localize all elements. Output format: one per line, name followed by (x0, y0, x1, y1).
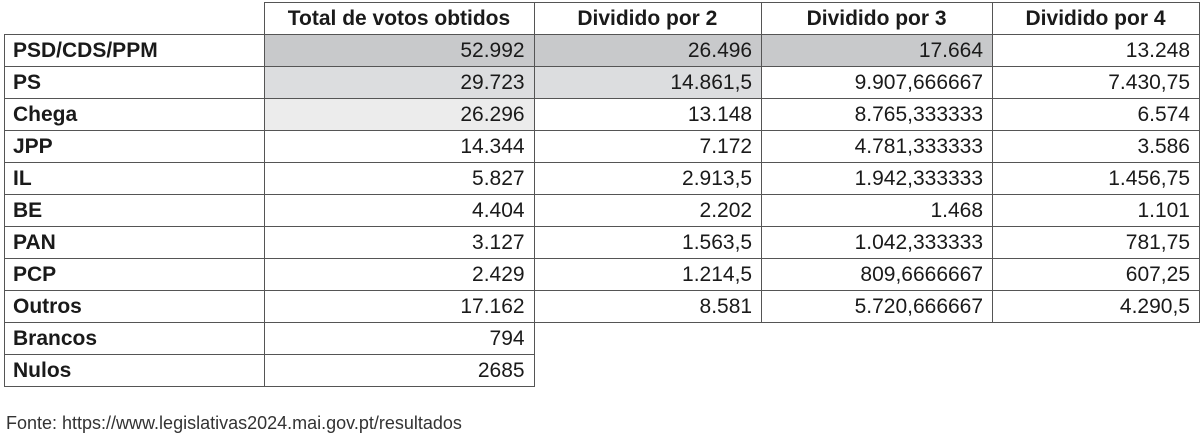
value-cell: 1.563,5 (533, 226, 763, 259)
value-cell: 607,25 (992, 258, 1200, 291)
party-name-cell: Chega (3, 98, 266, 131)
value-cell: 17.162 (264, 290, 535, 323)
value-cell: 8.581 (533, 290, 763, 323)
value-cell: 6.574 (992, 98, 1200, 131)
value-cell: 1.456,75 (992, 162, 1200, 195)
source-note: Fonte: https://www.legislativas2024.mai.… (6, 413, 462, 433)
header-total-votes: Total de votos obtidos (264, 2, 535, 35)
table-row: JPP 14.344 7.172 4.781,333333 3.586 (3, 130, 1200, 163)
party-name-cell: JPP (3, 130, 266, 163)
value-cell: 3.586 (992, 130, 1200, 163)
header-row: Total de votos obtidos Dividido por 2 Di… (5, 2, 1200, 35)
party-name-cell: Brancos (3, 322, 266, 355)
value-cell: 809,6666667 (761, 258, 994, 291)
value-cell: 2.202 (533, 194, 763, 227)
table-body: PSD/CDS/PPM 52.992 26.496 17.664 13.248 PS 29.… (3, 34, 1200, 387)
table-row: PCP 2.429 1.214,5 809,6666667 607,25 (3, 258, 1200, 291)
party-name-cell: PCP (3, 258, 266, 291)
party-name-cell: PS (3, 66, 266, 99)
party-name-cell: Nulos (3, 354, 266, 387)
value-cell: 14.344 (264, 130, 535, 163)
empty-cell (534, 355, 762, 387)
party-name-cell: PAN (3, 226, 266, 259)
value-cell: 3.127 (264, 226, 535, 259)
value-cell: 26.296 (264, 98, 535, 131)
value-cell: 2685 (264, 354, 535, 387)
table-row: Chega 26.296 13.148 8.765,333333 6.574 (3, 98, 1200, 131)
empty-cell (762, 323, 993, 355)
value-cell: 1.942,333333 (761, 162, 994, 195)
value-cell: 2.913,5 (533, 162, 763, 195)
value-cell: 1.214,5 (533, 258, 763, 291)
value-cell: 4.404 (264, 194, 535, 227)
party-name-cell: Outros (3, 290, 266, 323)
header-corner (5, 3, 265, 35)
table-row: Brancos 794 (3, 322, 1200, 355)
table-row: BE 4.404 2.202 1.468 1.101 (3, 194, 1200, 227)
value-cell: 781,75 (992, 226, 1200, 259)
value-cell: 1.468 (761, 194, 994, 227)
results-table: Total de votos obtidos Dividido por 2 Di… (3, 2, 1200, 387)
value-cell: 2.429 (264, 258, 535, 291)
value-cell: 52.992 (264, 34, 535, 67)
header-divided-by-4: Dividido por 4 (992, 2, 1200, 35)
table-row: PS 29.723 14.861,5 9.907,666667 7.430,75 (3, 66, 1200, 99)
party-name-cell: PSD/CDS/PPM (3, 34, 266, 67)
value-cell: 4.781,333333 (761, 130, 994, 163)
value-cell: 13.148 (533, 98, 763, 131)
value-cell: 794 (264, 322, 535, 355)
header-divided-by-2: Dividido por 2 (533, 2, 763, 35)
party-name-cell: IL (3, 162, 266, 195)
table-row: Nulos 2685 (3, 354, 1200, 387)
value-cell: 7.430,75 (992, 66, 1200, 99)
value-cell: 29.723 (264, 66, 535, 99)
value-cell: 13.248 (992, 34, 1200, 67)
value-cell: 7.172 (533, 130, 763, 163)
value-cell: 5.720,666667 (761, 290, 994, 323)
table-row: IL 5.827 2.913,5 1.942,333333 1.456,75 (3, 162, 1200, 195)
party-name-cell: BE (3, 194, 266, 227)
value-cell: 17.664 (761, 34, 994, 67)
table-row: Outros 17.162 8.581 5.720,666667 4.290,5 (3, 290, 1200, 323)
empty-cell (993, 323, 1200, 355)
value-cell: 5.827 (264, 162, 535, 195)
table-row: PSD/CDS/PPM 52.992 26.496 17.664 13.248 (3, 34, 1200, 67)
value-cell: 1.101 (992, 194, 1200, 227)
value-cell: 9.907,666667 (761, 66, 994, 99)
header-divided-by-3: Dividido por 3 (761, 2, 994, 35)
empty-cell (762, 355, 993, 387)
value-cell: 14.861,5 (533, 66, 763, 99)
value-cell: 4.290,5 (992, 290, 1200, 323)
value-cell: 1.042,333333 (761, 226, 994, 259)
empty-cell (534, 323, 762, 355)
empty-cell (993, 355, 1200, 387)
value-cell: 26.496 (533, 34, 763, 67)
value-cell: 8.765,333333 (761, 98, 994, 131)
table-row: PAN 3.127 1.563,5 1.042,333333 781,75 (3, 226, 1200, 259)
